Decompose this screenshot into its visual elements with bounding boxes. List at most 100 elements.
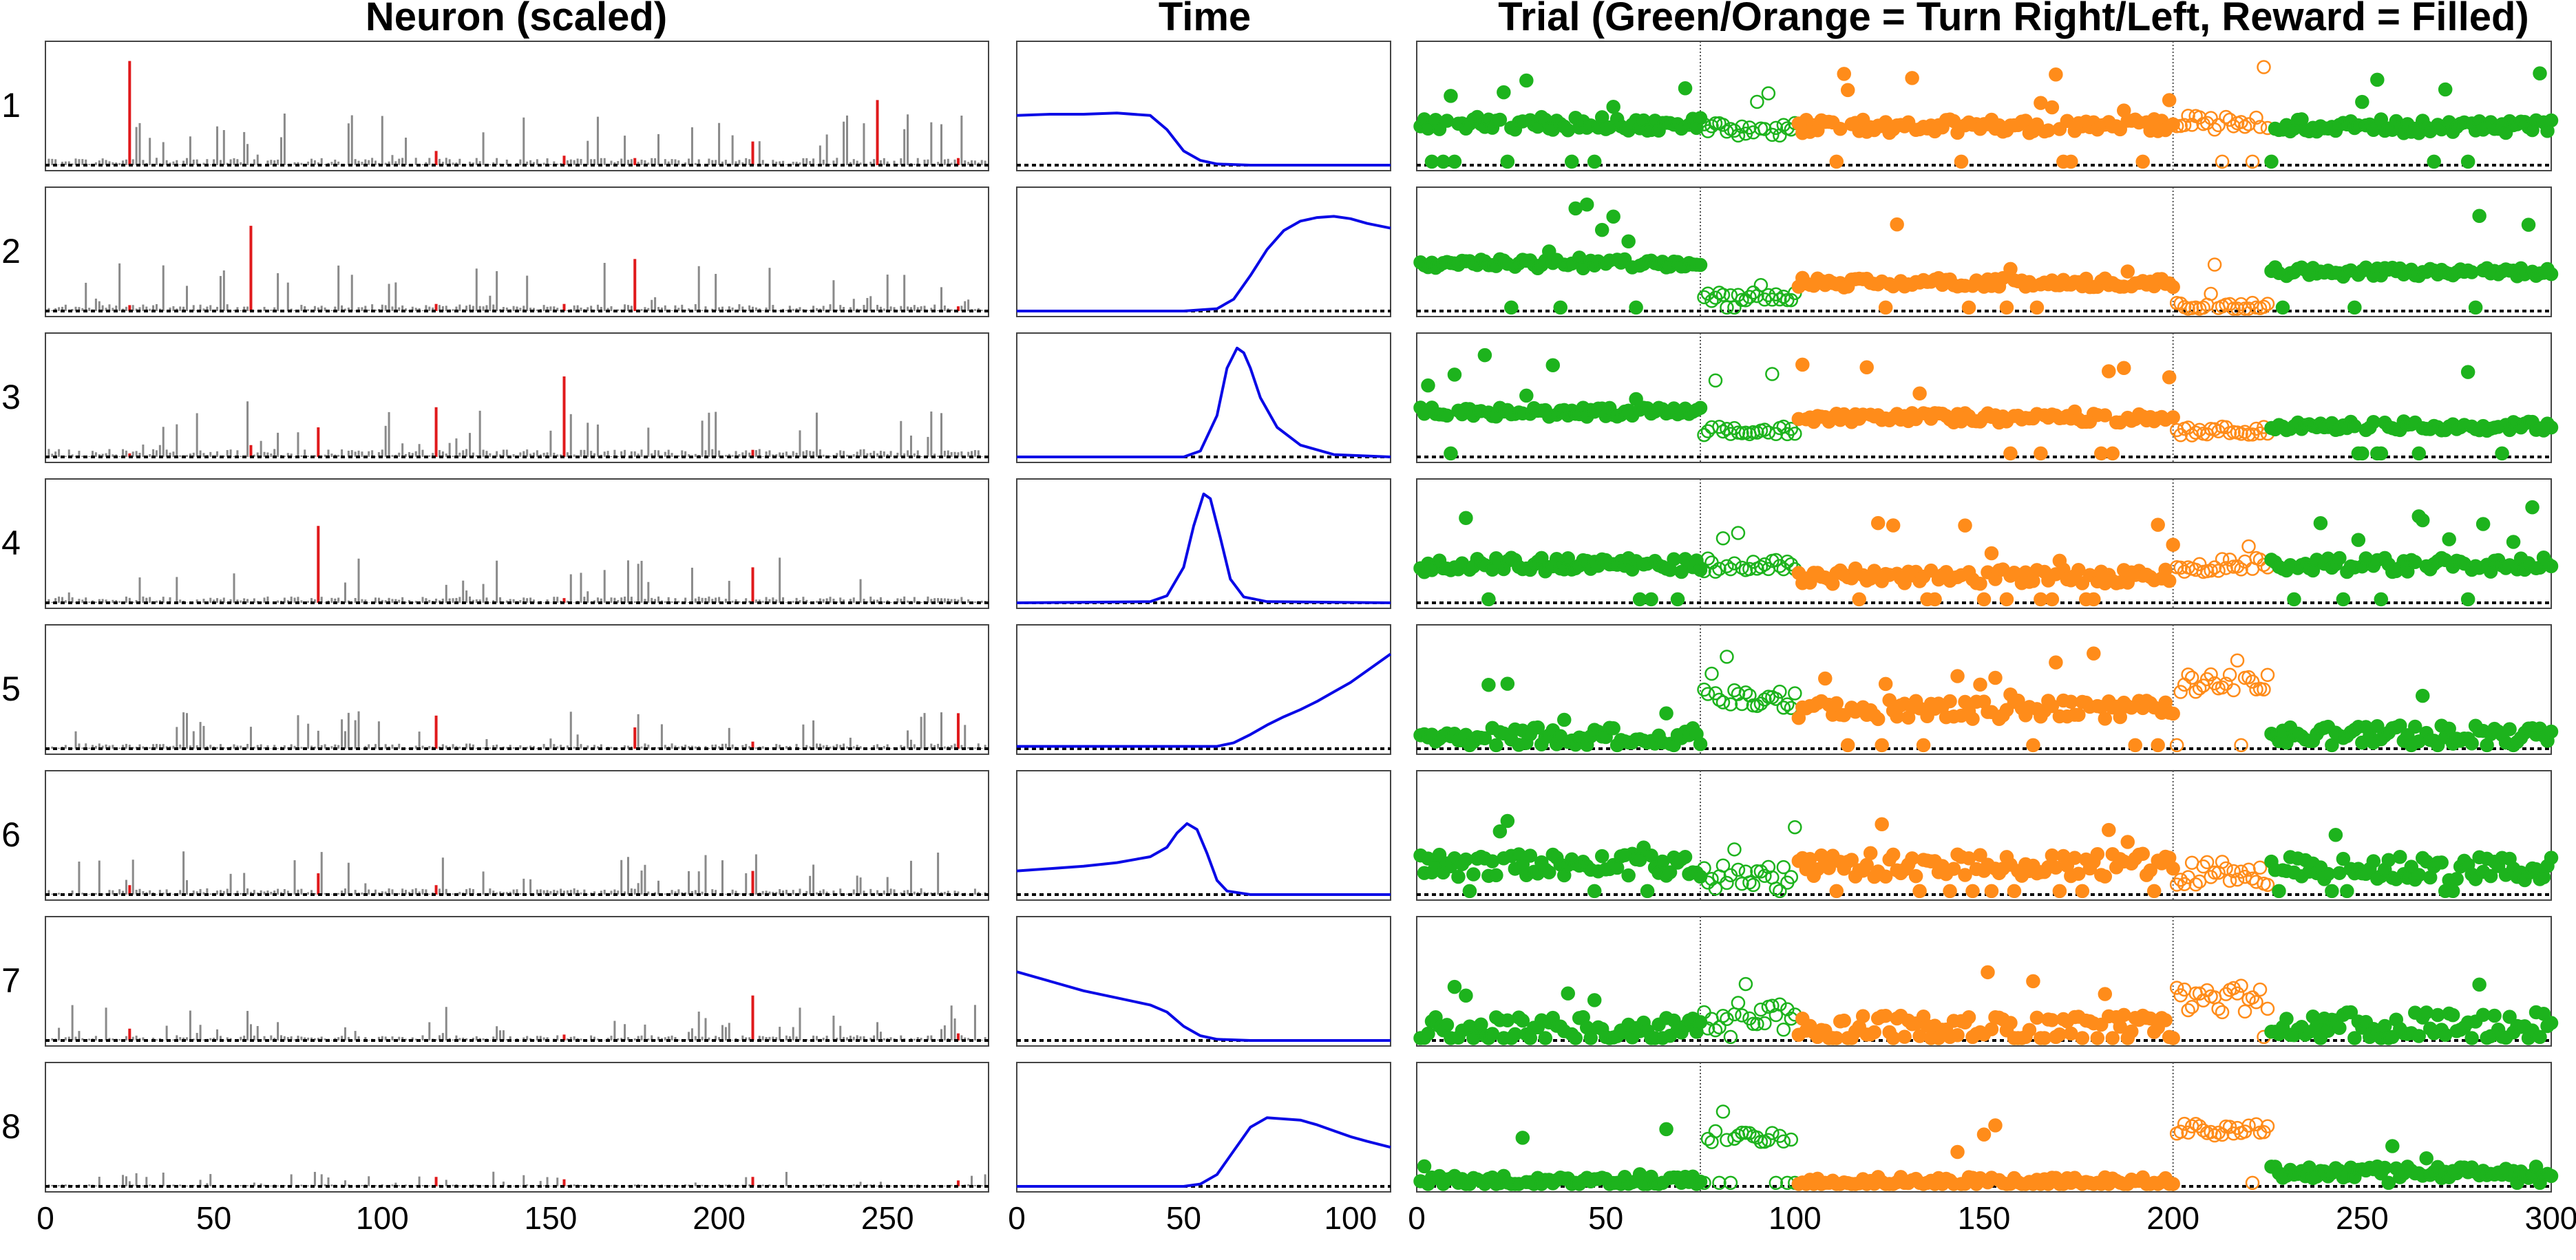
rewarded-trial-point xyxy=(1640,884,1655,899)
rewarded-trial-point xyxy=(2151,517,2165,532)
rewarded-trial-point xyxy=(1875,817,1889,832)
time-factor-curve xyxy=(1017,652,1392,748)
unrewarded-trial-point xyxy=(1715,118,1731,132)
unrewarded-trial-point xyxy=(1723,1175,1738,1190)
rewarded-trial-point xyxy=(1829,884,1844,899)
unrewarded-trial-point xyxy=(1773,997,1787,1012)
rewarded-trial-point xyxy=(2067,851,2082,865)
unrewarded-trial-point xyxy=(1780,697,1795,712)
rewarded-trial-point xyxy=(1587,884,1602,899)
rewarded-trial-point xyxy=(2332,1021,2347,1035)
unrewarded-trial-point xyxy=(2192,423,2207,438)
unrewarded-trial-point xyxy=(2226,683,2241,698)
neuron-factor-6 xyxy=(45,770,989,901)
unrewarded-trial-point xyxy=(1780,292,1795,308)
rewarded-trial-point xyxy=(1459,988,1473,1003)
rewarded-trial-point xyxy=(2385,1139,2400,1153)
rewarded-trial-point xyxy=(2117,361,2131,376)
unrewarded-trial-point xyxy=(2234,979,2248,993)
unrewarded-trial-point xyxy=(2237,119,2252,134)
time-factor-8 xyxy=(1016,1062,1391,1193)
rewarded-trial-point xyxy=(1542,865,1556,879)
rewarded-trial-point xyxy=(2442,532,2456,546)
unrewarded-trial-point xyxy=(2219,109,2233,125)
rewarded-trial-point xyxy=(1840,738,1855,753)
unrewarded-trial-point xyxy=(2230,986,2245,1001)
unrewarded-trial-point xyxy=(1757,692,1772,707)
rewarded-trial-point xyxy=(1500,154,1515,169)
rewarded-trial-point xyxy=(1965,712,1980,726)
unrewarded-trial-point xyxy=(2249,995,2263,1010)
unrewarded-trial-point xyxy=(2199,855,2215,870)
rewarded-trial-point xyxy=(2393,718,2407,733)
unrewarded-trial-point xyxy=(1708,1023,1723,1038)
rewarded-trial-point xyxy=(1981,965,1995,980)
unrewarded-trial-point xyxy=(2177,1116,2192,1131)
trial-factor-5 xyxy=(1413,624,2559,755)
rewarded-trial-point xyxy=(1984,1022,1999,1036)
unrewarded-trial-point xyxy=(1727,842,1742,857)
rewarded-trial-point xyxy=(2071,707,2086,723)
rewarded-trial-point xyxy=(1837,1013,1851,1028)
unrewarded-trial-point xyxy=(1708,1124,1723,1139)
rewarded-trial-point xyxy=(2007,884,2022,899)
unrewarded-trial-point xyxy=(2230,559,2245,574)
rewarded-trial-point xyxy=(1530,720,1545,735)
unrewarded-trial-point xyxy=(1723,1029,1738,1045)
x-tick-label: 100 xyxy=(1769,1200,1822,1236)
unrewarded-trial-point xyxy=(2207,560,2222,575)
time-factor-curve xyxy=(1016,822,1391,896)
trial-factor-8 xyxy=(1413,1062,2559,1193)
rewarded-trial-point xyxy=(2049,655,2063,670)
unrewarded-trial-point xyxy=(2211,1001,2226,1016)
unrewarded-trial-point xyxy=(1735,119,1749,134)
rewarded-trial-point xyxy=(2411,868,2426,882)
rewarded-trial-point xyxy=(2434,855,2449,870)
neuron-factor-2 xyxy=(45,186,989,317)
rewarded-trial-point xyxy=(1519,388,1534,403)
rewarded-trial-point xyxy=(1492,824,1508,839)
trial-factor-2 xyxy=(1413,186,2559,317)
unrewarded-trial-point xyxy=(2192,557,2207,572)
rewarded-trial-point xyxy=(2468,300,2483,315)
rewarded-trial-point xyxy=(1973,677,1987,692)
rewarded-trial-point xyxy=(2075,884,2090,899)
unrewarded-trial-point xyxy=(1715,1104,1731,1119)
rewarded-trial-point xyxy=(1897,1029,1912,1044)
rewarded-trial-point xyxy=(2113,122,2128,137)
rewarded-trial-point xyxy=(2029,1010,2045,1025)
rewarded-trial-point xyxy=(1818,671,1833,686)
neuron-axes xyxy=(45,478,989,609)
trial-axes xyxy=(1416,41,2552,171)
time-factor-curve xyxy=(1016,111,1391,167)
trial-factor-7 xyxy=(1413,916,2559,1047)
rewarded-trial-point xyxy=(1886,1031,1901,1045)
unrewarded-trial-point xyxy=(2215,154,2230,169)
rewarded-trial-point xyxy=(1594,848,1609,864)
unrewarded-trial-point xyxy=(1731,128,1746,143)
rewarded-trial-point xyxy=(1432,847,1447,862)
unrewarded-trial-point xyxy=(2245,990,2260,1005)
rewarded-trial-point xyxy=(2544,851,2559,865)
unrewarded-trial-point xyxy=(1723,697,1738,712)
unrewarded-trial-point xyxy=(2245,154,2260,169)
unrewarded-trial-point xyxy=(2234,297,2248,312)
unrewarded-trial-point xyxy=(1715,288,1731,302)
rewarded-trial-point xyxy=(2495,446,2509,461)
rewarded-trial-point xyxy=(1905,851,1919,866)
rewarded-trial-point xyxy=(2105,1031,2120,1045)
rewarded-trial-point xyxy=(1515,1013,1530,1028)
rewarded-trial-point xyxy=(1451,869,1466,884)
rewarded-trial-point xyxy=(2045,1013,2060,1027)
rewarded-trial-point xyxy=(1659,1122,1674,1137)
rewarded-trial-point xyxy=(2355,446,2369,461)
x-axis-ticks: 0 50 100 150 200 250 0 50 100 0 50 100 150 200 250 300 xyxy=(36,1200,2576,1236)
rewarded-trial-point xyxy=(2325,738,2339,753)
neuron-factor-1 xyxy=(45,41,989,171)
time-factor-4 xyxy=(1016,478,1391,609)
rewarded-trial-point xyxy=(2472,209,2487,223)
rewarded-trial-point xyxy=(1837,67,1851,81)
rewarded-trial-point xyxy=(1481,678,1496,692)
rewarded-trial-point xyxy=(1943,884,1957,899)
rewarded-trial-point xyxy=(1870,712,1886,727)
